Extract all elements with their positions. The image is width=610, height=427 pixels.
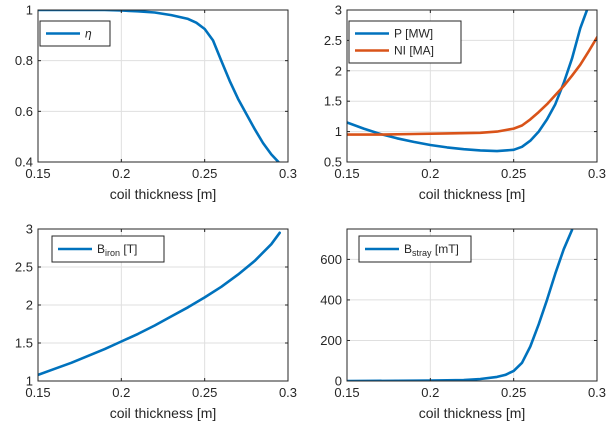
x-tick-label: 0.3 (588, 166, 606, 181)
subplot-1: 0.15 0.2 0.25 0.3 0.4 0.6 0.8 1 coil thickness [… (15, 3, 297, 203)
legend-entry: η (85, 27, 92, 41)
y-tick-label: 0.6 (15, 104, 33, 119)
axes-frame (346, 9, 598, 163)
y-tick-label: 2.5 (324, 33, 342, 48)
x-tick-label: 0.15 (334, 385, 359, 400)
y-tick-label: 2.5 (15, 260, 33, 275)
x-axis-label: coil thickness [m] (419, 405, 526, 421)
x-tick-label: 0.15 (25, 385, 50, 400)
legend: Bstray [mT] (358, 235, 472, 263)
y-tick-label: 1 (26, 3, 33, 18)
x-tick-label: 0.3 (588, 385, 606, 400)
x-tick-label: 0.3 (279, 166, 297, 181)
x-axis-label: coil thickness [m] (110, 186, 217, 202)
axes-frame (346, 228, 598, 382)
y-tick-label: 3 (335, 3, 342, 18)
legend-entry: P [MW] (394, 27, 433, 41)
legend: Biron [T] (51, 235, 165, 263)
legend-entry: NI [MA] (394, 44, 434, 58)
y-tick-label: 1 (26, 374, 33, 389)
series-line-1 (38, 231, 282, 377)
x-tick-label: 0.25 (501, 385, 526, 400)
x-tick-label: 0.2 (421, 385, 439, 400)
y-tick-label: 3 (26, 222, 33, 237)
legend-entry: Biron [T] (97, 242, 137, 258)
subplot-2: 0.15 0.2 0.25 0.3 0.5 1 1.5 2 2.5 3 coil thickness… (324, 3, 606, 203)
y-tick-label: 400 (320, 292, 342, 307)
x-tick-label: 0.15 (25, 166, 50, 181)
y-tick-label: 1.5 (15, 336, 33, 351)
x-tick-label: 0.2 (112, 385, 130, 400)
x-tick-label: 0.2 (421, 166, 439, 181)
x-axis-label: coil thickness [m] (419, 186, 526, 202)
subplot-4: 0.15 0.2 0.25 0.3 0 200 400 600 coil thickness [… (320, 228, 606, 421)
subplot-3: 0.15 0.2 0.25 0.3 1 1.5 2 2.5 3 coil thickness [m… (15, 222, 297, 422)
y-tick-label: 600 (320, 252, 342, 267)
legend-entry: Bstray [mT] (404, 242, 459, 258)
y-tick-label: 1.5 (324, 94, 342, 109)
x-tick-label: 0.25 (192, 385, 217, 400)
y-tick-label: 0 (335, 374, 342, 389)
legend-box (348, 20, 462, 64)
x-tick-label: 0.2 (112, 166, 130, 181)
x-tick-label: 0.25 (192, 166, 217, 181)
y-tick-label: 0.4 (15, 155, 33, 170)
x-axis-label: coil thickness [m] (110, 405, 217, 421)
y-tick-label: 1 (335, 124, 342, 139)
y-tick-label: 0.5 (324, 155, 342, 170)
series-line-2 (347, 36, 597, 136)
legend: P [MW] NI [MA] (348, 20, 462, 64)
y-tick-label: 0.8 (15, 53, 33, 68)
y-tick-label: 200 (320, 333, 342, 348)
y-tick-label: 2 (335, 63, 342, 78)
x-tick-label: 0.25 (501, 166, 526, 181)
legend: η (39, 20, 111, 47)
series-line-1 (347, 229, 574, 381)
axes-frame (37, 9, 289, 163)
y-tick-label: 2 (26, 298, 33, 313)
x-tick-label: 0.15 (334, 166, 359, 181)
x-tick-label: 0.3 (279, 385, 297, 400)
